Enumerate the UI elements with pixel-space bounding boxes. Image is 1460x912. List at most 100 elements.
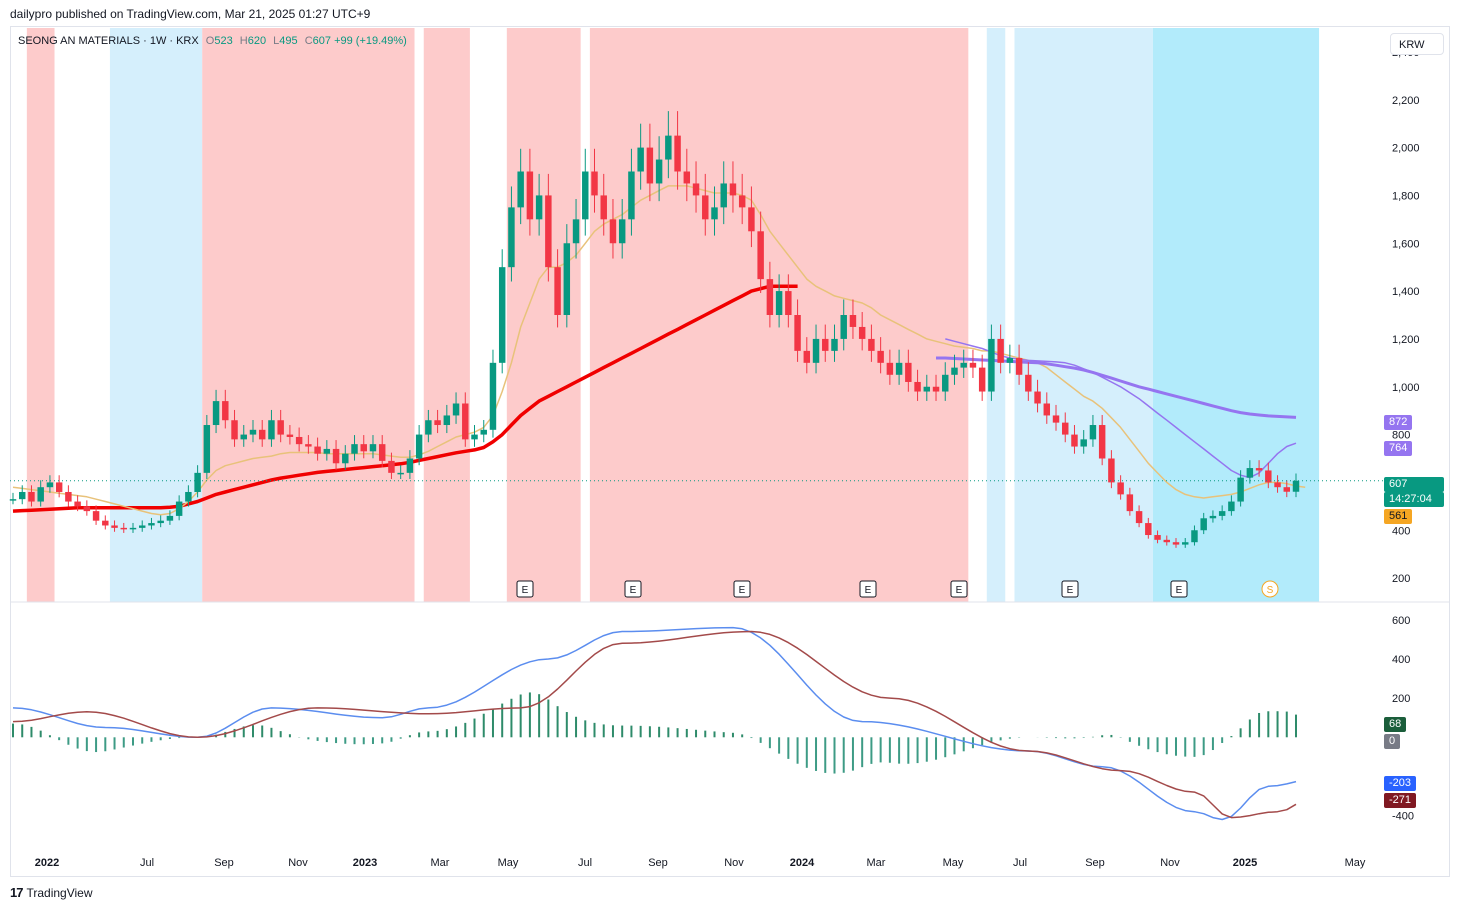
candle-body (378, 444, 386, 461)
candle-body (175, 501, 183, 516)
event-marker-earnings (733, 580, 751, 598)
candle-body (55, 482, 63, 492)
candle-body (1265, 470, 1272, 483)
candle-body (443, 415, 451, 426)
symbol-name: SEONG AN MATERIALS · 1W · KRX (18, 35, 199, 47)
candle-body (83, 506, 91, 512)
candle-body (582, 171, 589, 220)
candle-body (988, 338, 995, 392)
candle-body (711, 207, 718, 220)
candle-body (646, 147, 654, 184)
candle-body (166, 515, 174, 521)
session-band-6 (986, 28, 1006, 602)
time-axis-label: May (1345, 857, 1366, 869)
event-label: E (865, 585, 872, 596)
candle-body (18, 491, 26, 500)
candle-body (65, 491, 72, 502)
candle-body (314, 446, 321, 454)
event-label: E (630, 585, 637, 596)
candle-body (997, 338, 1004, 363)
candle-body (92, 511, 100, 521)
candle-body (397, 472, 404, 475)
candle-body (434, 420, 441, 426)
signal-line-tag: -271 (1384, 793, 1417, 808)
time-axis-label: Nov (288, 857, 308, 869)
open-value: 523 (214, 35, 233, 47)
candle-body (692, 183, 700, 196)
candle-body (951, 367, 958, 375)
candle-body (545, 195, 552, 268)
candle-body (102, 520, 109, 526)
candle-body (1006, 358, 1014, 363)
time-axis-label: Sep (1085, 857, 1105, 869)
candle-body (222, 401, 229, 421)
candle-body (148, 523, 155, 526)
time-axis-label: Mar (431, 857, 450, 869)
candle-body (840, 315, 847, 339)
candle-body (1246, 468, 1254, 478)
time-axis-label: Nov (724, 857, 744, 869)
candle-body (203, 425, 211, 473)
candle-body (277, 420, 284, 435)
countdown-tag: 14:27:04 (1384, 492, 1444, 507)
candle-body (28, 491, 35, 502)
candle-body (74, 501, 81, 507)
candle-body (258, 429, 266, 440)
candle-body (535, 195, 543, 220)
candle-body (1117, 482, 1124, 495)
candle-body (803, 350, 811, 363)
candle-body (683, 171, 691, 184)
low-label: L (273, 35, 280, 47)
currency-selector[interactable]: KRW (1390, 33, 1444, 55)
candle-body (498, 267, 506, 363)
candle-body (905, 362, 912, 382)
event-marker-earnings (624, 580, 642, 598)
candle-body (1182, 542, 1189, 545)
candle-body (388, 460, 395, 473)
candle-body (628, 171, 635, 220)
candle-body (729, 183, 737, 196)
price-tag-764: 764 (1384, 441, 1413, 456)
candle-body (1145, 523, 1152, 536)
event-marker-earnings (1170, 580, 1188, 598)
red-ma-line (12, 284, 798, 513)
price-axis-label: 1,800 (1392, 190, 1420, 202)
time-axis-label: 2024 (790, 857, 815, 869)
candle-body (194, 472, 201, 492)
candle-body (46, 482, 54, 488)
price-tag-last: 607 (1384, 477, 1444, 492)
event-label: E (522, 585, 529, 596)
candle-body (665, 135, 672, 160)
session-band-1 (109, 28, 203, 602)
candle-body (960, 362, 967, 368)
candle-body (185, 491, 192, 502)
candle-body (1126, 494, 1134, 512)
macd-line-tag: -203 (1384, 776, 1417, 791)
macd-axis-label: 200 (1392, 693, 1410, 705)
candle-body (489, 362, 497, 430)
candle-body (138, 525, 146, 528)
time-axis-label: Nov (1160, 857, 1180, 869)
candle-body (1163, 539, 1171, 543)
candle-body (969, 362, 977, 368)
candle-body (157, 520, 164, 524)
event-marker-earnings (1061, 580, 1079, 598)
candle-body (1292, 480, 1300, 492)
price-axis-label: 1,200 (1392, 334, 1420, 346)
candle-body (1034, 391, 1041, 404)
candle-body (129, 527, 137, 530)
candle-body (849, 315, 857, 327)
candle-body (831, 338, 838, 351)
candle-body (212, 401, 220, 426)
candle-body (738, 195, 746, 208)
time-axis-label: Sep (214, 857, 234, 869)
candle-body (609, 219, 617, 244)
event-label: E (1067, 585, 1074, 596)
footer-brand[interactable]: 17 TradingView (10, 885, 93, 900)
candle-body (360, 444, 367, 452)
candle-body (822, 338, 829, 351)
candle-body (305, 444, 312, 447)
time-axis-label: 2022 (35, 857, 59, 869)
candle-body (812, 338, 820, 363)
